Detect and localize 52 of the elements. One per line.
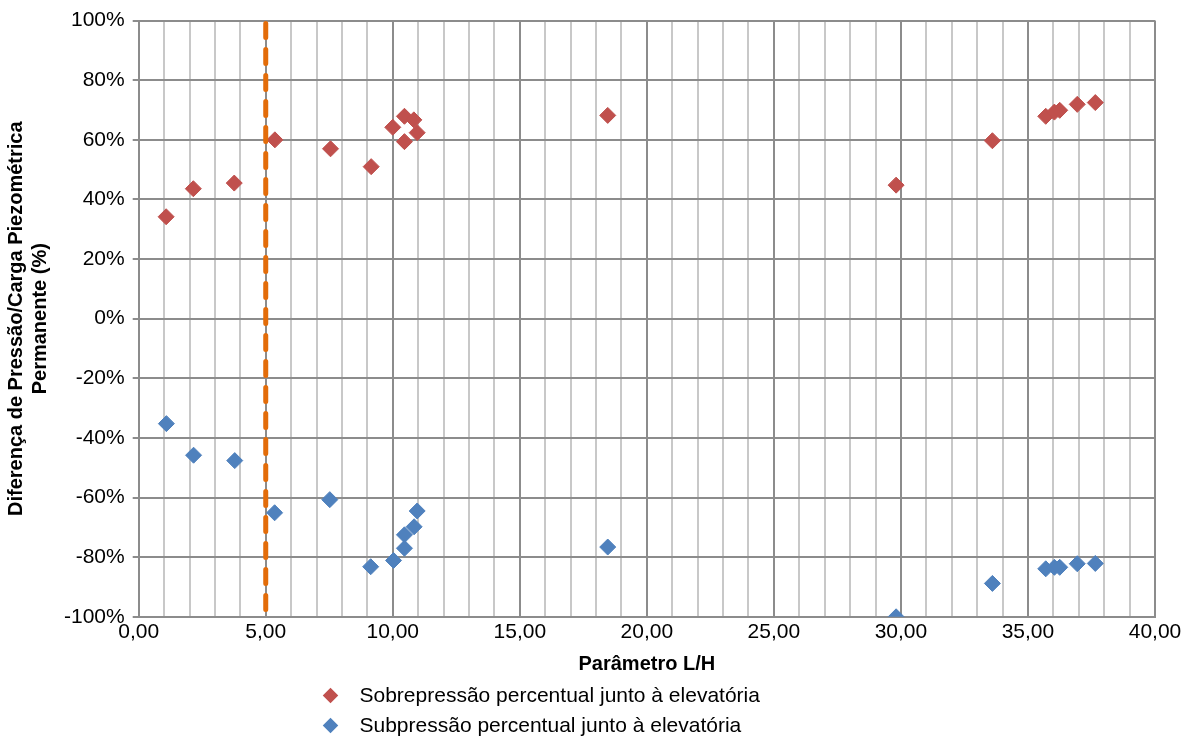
point: [384, 118, 402, 136]
point: [405, 518, 423, 536]
x-tick-label: 40,00: [1128, 619, 1182, 643]
point: [225, 174, 243, 192]
point: [599, 538, 617, 556]
y-tick-label: -20%: [75, 365, 125, 389]
point: [1068, 555, 1086, 573]
point: [1068, 95, 1086, 113]
point: [395, 526, 413, 544]
y-axis-title: Diferença de Pressão/Carga Piezométrica Permanente (%): [3, 120, 50, 517]
point: [362, 558, 380, 576]
point: [599, 106, 617, 124]
x-tick-label: 20,00: [620, 619, 674, 643]
point: [395, 539, 413, 557]
x-tick-label: 5,00: [245, 619, 287, 643]
point: [1086, 94, 1104, 112]
y-tick-label: 80%: [82, 67, 125, 91]
point: [185, 446, 203, 464]
point: [408, 124, 426, 142]
point: [157, 208, 175, 226]
point: [385, 551, 403, 569]
x-tick-label: 25,00: [747, 619, 801, 643]
point: [983, 574, 1001, 592]
x-tick-label: 15,00: [493, 619, 547, 643]
legend-label: Subpressão percentual junto à elevatória: [359, 713, 742, 737]
y-tick-label: -80%: [75, 543, 125, 567]
x-tick-label: 35,00: [1001, 619, 1055, 643]
point: [395, 133, 413, 151]
y-tick-label: -40%: [75, 424, 125, 448]
point: [1086, 554, 1104, 572]
y-tick-label: 0%: [94, 305, 125, 329]
x-axis-title: Parâmetro L/H: [578, 651, 716, 674]
point: [184, 180, 202, 198]
point: [362, 158, 380, 176]
point: [266, 504, 284, 522]
legend-label: Sobrepressão percentual junto à elevatória: [359, 683, 760, 707]
y-tick-label: 40%: [82, 186, 125, 210]
y-tick-label: 60%: [82, 126, 125, 150]
point: [266, 131, 284, 149]
point: [322, 140, 340, 158]
y-tick-label: -60%: [75, 484, 125, 508]
y-tick-label: 100%: [70, 7, 125, 31]
x-tick-label: 10,00: [366, 619, 420, 643]
y-tick-label: 20%: [82, 245, 125, 269]
point: [983, 132, 1001, 150]
point: [405, 111, 423, 129]
x-tick-label: 30,00: [874, 619, 928, 643]
point: [887, 176, 905, 194]
point: [321, 491, 339, 509]
point: [408, 502, 426, 520]
point: [226, 452, 244, 470]
point: [157, 415, 175, 433]
